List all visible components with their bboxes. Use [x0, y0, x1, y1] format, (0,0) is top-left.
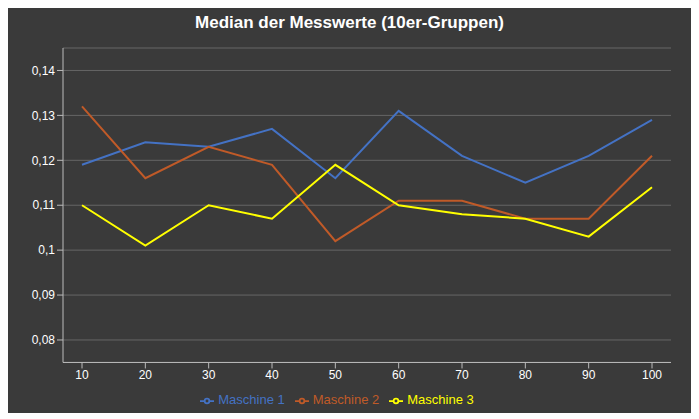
- svg-text:80: 80: [519, 368, 533, 382]
- svg-text:90: 90: [582, 368, 596, 382]
- svg-text:60: 60: [392, 368, 406, 382]
- svg-text:100: 100: [642, 368, 662, 382]
- svg-text:30: 30: [202, 368, 216, 382]
- svg-text:40: 40: [265, 368, 279, 382]
- svg-text:70: 70: [455, 368, 469, 382]
- html-text:Maschine 3: Maschine 3: [407, 392, 474, 408]
- svg-text:0,09: 0,09: [32, 288, 56, 302]
- svg-text:20: 20: [139, 368, 153, 382]
- html-text:Maschine 2: Maschine 2: [312, 392, 380, 408]
- svg-text:0,14: 0,14: [32, 64, 56, 78]
- html-text:Maschine 1: Maschine 1: [218, 392, 285, 408]
- svg-text:10: 10: [75, 368, 89, 382]
- svg-text:50: 50: [329, 368, 343, 382]
- html-text:Median der Messwerte (10er-Gru: Median der Messwerte (10er-Gruppen): [195, 13, 504, 32]
- svg-text:0,1: 0,1: [38, 243, 55, 257]
- svg-text:0,11: 0,11: [33, 198, 56, 212]
- svg-text:0,13: 0,13: [32, 109, 56, 123]
- svg-text:0,08: 0,08: [32, 333, 56, 347]
- svg-text:0,12: 0,12: [32, 154, 56, 168]
